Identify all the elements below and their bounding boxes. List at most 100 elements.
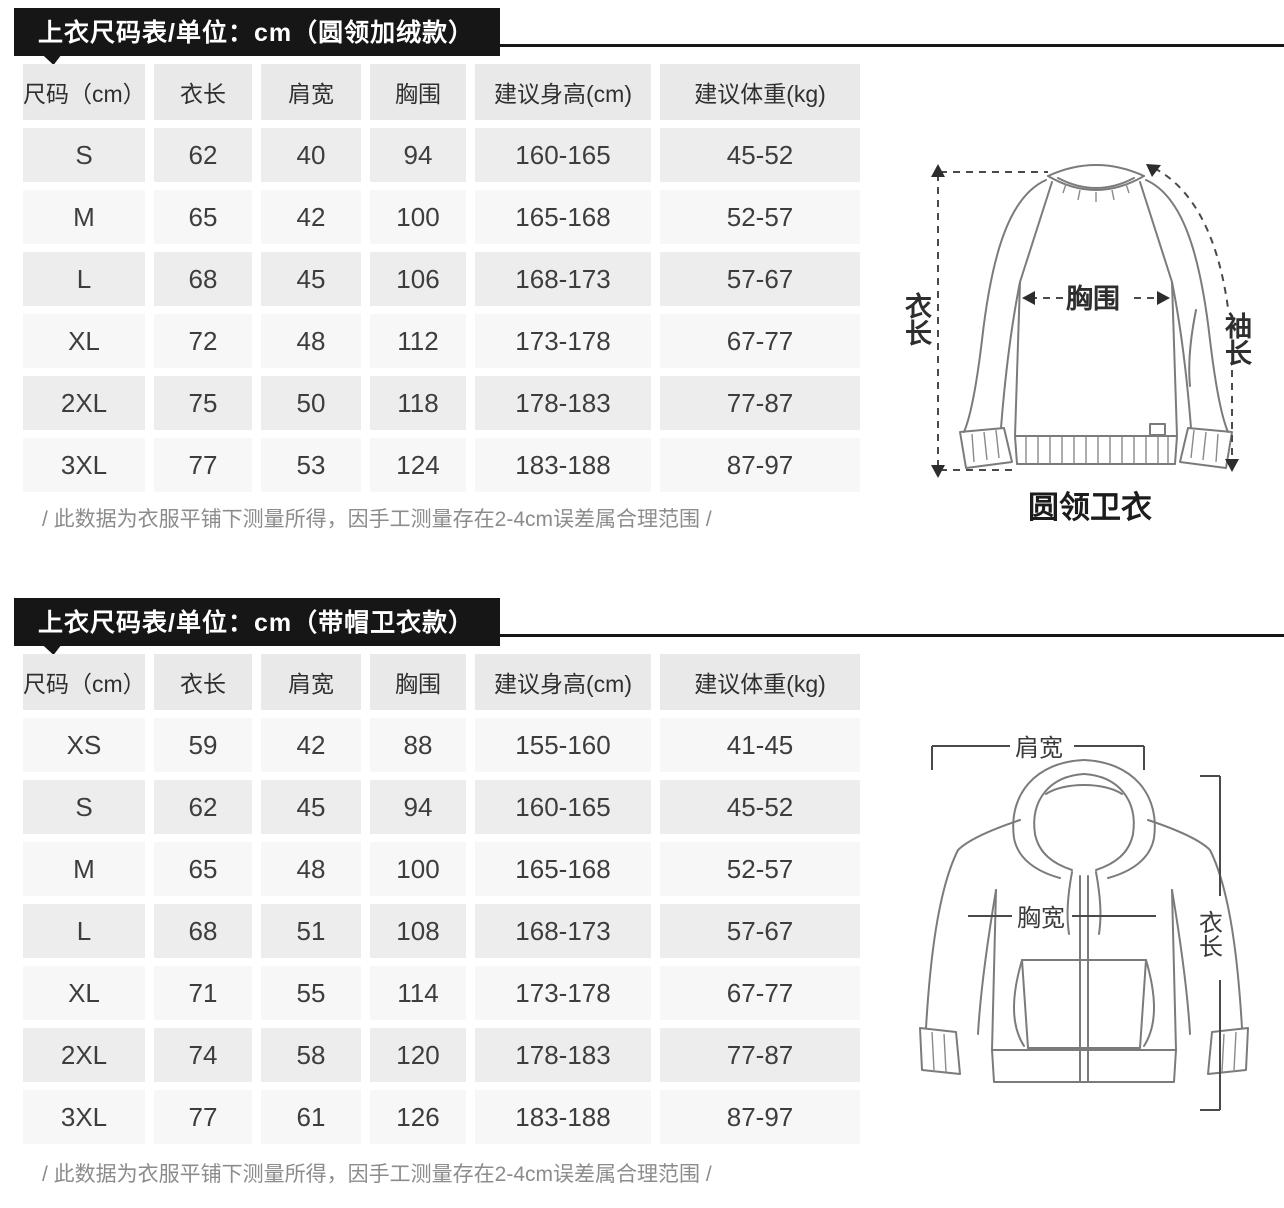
- value-cell: 120: [370, 1028, 466, 1082]
- column-header: 衣长: [154, 654, 252, 710]
- chest-label: 胸围: [1066, 284, 1120, 314]
- value-cell: 65: [154, 842, 252, 896]
- value-cell: 48: [261, 842, 361, 896]
- value-cell: 52-57: [660, 842, 860, 896]
- table-row: XS 59 42 88 155-160 41-45: [23, 718, 860, 772]
- value-cell: 183-188: [475, 1090, 651, 1144]
- table-row: 2XL 75 50 118 178-183 77-87: [23, 376, 860, 430]
- size-cell: XS: [23, 718, 145, 772]
- footnote-2: / 此数据为衣服平铺下测量所得，因手工测量存在2-4cm误差属合理范围 /: [42, 1163, 712, 1186]
- column-header: 建议体重(kg): [660, 64, 860, 120]
- value-cell: 173-178: [475, 314, 651, 368]
- value-cell: 67-77: [660, 314, 860, 368]
- value-cell: 65: [154, 190, 252, 244]
- table-row: M 65 42 100 165-168 52-57: [23, 190, 860, 244]
- sweatshirt-outline: [959, 164, 1233, 469]
- column-header: 胸围: [370, 654, 466, 710]
- hoodie-diagram: 肩宽 胸宽 衣长: [919, 735, 1249, 1111]
- section1-banner-title: 上衣尺码表/单位：cm（圆领加绒款）: [14, 8, 501, 56]
- table-row: L 68 45 106 168-173 57-67: [23, 252, 860, 306]
- size-cell: 2XL: [23, 1028, 145, 1082]
- value-cell: 77-87: [660, 1028, 860, 1082]
- length-label: 衣长: [1195, 910, 1223, 958]
- value-cell: 88: [370, 718, 466, 772]
- value-cell: 72: [154, 314, 252, 368]
- value-cell: 94: [370, 780, 466, 834]
- column-header: 尺码（cm）: [23, 654, 146, 710]
- value-cell: 74: [154, 1028, 252, 1082]
- value-cell: 87-97: [660, 1090, 860, 1144]
- length-measure: 衣长: [1195, 775, 1223, 1111]
- size-cell: 3XL: [23, 1090, 145, 1144]
- value-cell: 57-67: [660, 252, 860, 306]
- table-row: S 62 45 94 160-165 45-52: [23, 780, 860, 834]
- section2-banner-title: 上衣尺码表/单位：cm（带帽卫衣款）: [14, 598, 501, 646]
- value-cell: 168-173: [475, 904, 651, 958]
- table-row: L 68 51 108 168-173 57-67: [23, 904, 860, 958]
- value-cell: 59: [154, 718, 252, 772]
- size-table-hoodie: 尺码（cm） 衣长 肩宽 胸围 建议身高(cm) 建议体重(kg) XS 59 42 88 155…: [14, 646, 869, 1152]
- table-row: XL 72 48 112 173-178 67-77: [23, 314, 860, 368]
- column-header: 肩宽: [261, 64, 361, 120]
- value-cell: 183-188: [475, 438, 651, 492]
- shoulder-measure: 肩宽: [931, 735, 1145, 770]
- value-cell: 77: [154, 438, 252, 492]
- size-cell: L: [23, 904, 145, 958]
- value-cell: 42: [261, 718, 361, 772]
- value-cell: 51: [261, 904, 361, 958]
- value-cell: 168-173: [475, 252, 651, 306]
- banner-rule-1: [14, 44, 1284, 47]
- table-row: S 62 40 94 160-165 45-52: [23, 128, 860, 182]
- footnote-1: / 此数据为衣服平铺下测量所得，因手工测量存在2-4cm误差属合理范围 /: [42, 508, 712, 531]
- value-cell: 50: [261, 376, 361, 430]
- value-cell: 61: [261, 1090, 361, 1144]
- value-cell: 124: [370, 438, 466, 492]
- header-row: 尺码（cm） 衣长 肩宽 胸围 建议身高(cm) 建议体重(kg): [23, 64, 860, 120]
- value-cell: 126: [370, 1090, 466, 1144]
- shoulder-label: 肩宽: [1015, 735, 1063, 762]
- size-cell: 2XL: [23, 376, 145, 430]
- table-row: XL 71 55 114 173-178 67-77: [23, 966, 860, 1020]
- value-cell: 41-45: [660, 718, 860, 772]
- column-header: 衣长: [154, 64, 252, 120]
- sleeve-label: 袖长: [1221, 312, 1252, 366]
- size-cell: L: [23, 252, 145, 306]
- diagram-caption: 圆领卫衣: [1028, 490, 1152, 525]
- banner-rule-2: [14, 634, 1284, 637]
- value-cell: 57-67: [660, 904, 860, 958]
- size-cell: 3XL: [23, 438, 145, 492]
- value-cell: 40: [261, 128, 361, 182]
- value-cell: 100: [370, 842, 466, 896]
- length-label: 衣长: [901, 291, 932, 346]
- value-cell: 165-168: [475, 190, 651, 244]
- column-header: 建议身高(cm): [475, 654, 651, 710]
- value-cell: 160-165: [475, 780, 651, 834]
- value-cell: 45: [261, 780, 361, 834]
- size-cell: M: [23, 842, 145, 896]
- table-body: XS 59 42 88 155-160 41-45 S 62 45 94 160-165 45-52 M…: [23, 718, 860, 1144]
- size-cell: XL: [23, 314, 145, 368]
- value-cell: 53: [261, 438, 361, 492]
- column-header: 尺码（cm）: [23, 64, 146, 120]
- value-cell: 75: [154, 376, 252, 430]
- round-neck-sweatshirt-diagram: 衣长 胸围 袖长 圆领卫衣: [901, 164, 1252, 525]
- table-row: 2XL 74 58 120 178-183 77-87: [23, 1028, 860, 1082]
- value-cell: 155-160: [475, 718, 651, 772]
- column-header: 建议身高(cm): [475, 64, 651, 120]
- table-header: 尺码（cm） 衣长 肩宽 胸围 建议身高(cm) 建议体重(kg): [23, 64, 860, 120]
- value-cell: 77-87: [660, 376, 860, 430]
- column-header: 胸围: [370, 64, 466, 120]
- value-cell: 45-52: [660, 128, 860, 182]
- value-cell: 68: [154, 252, 252, 306]
- chest-label: 胸宽: [1017, 905, 1065, 932]
- value-cell: 114: [370, 966, 466, 1020]
- table-row: M 65 48 100 165-168 52-57: [23, 842, 860, 896]
- value-cell: 55: [261, 966, 361, 1020]
- table-row: 3XL 77 53 124 183-188 87-97: [23, 438, 860, 492]
- length-measure: 衣长: [901, 164, 1048, 478]
- value-cell: 62: [154, 128, 252, 182]
- value-cell: 48: [261, 314, 361, 368]
- value-cell: 45-52: [660, 780, 860, 834]
- value-cell: 112: [370, 314, 466, 368]
- value-cell: 178-183: [475, 376, 651, 430]
